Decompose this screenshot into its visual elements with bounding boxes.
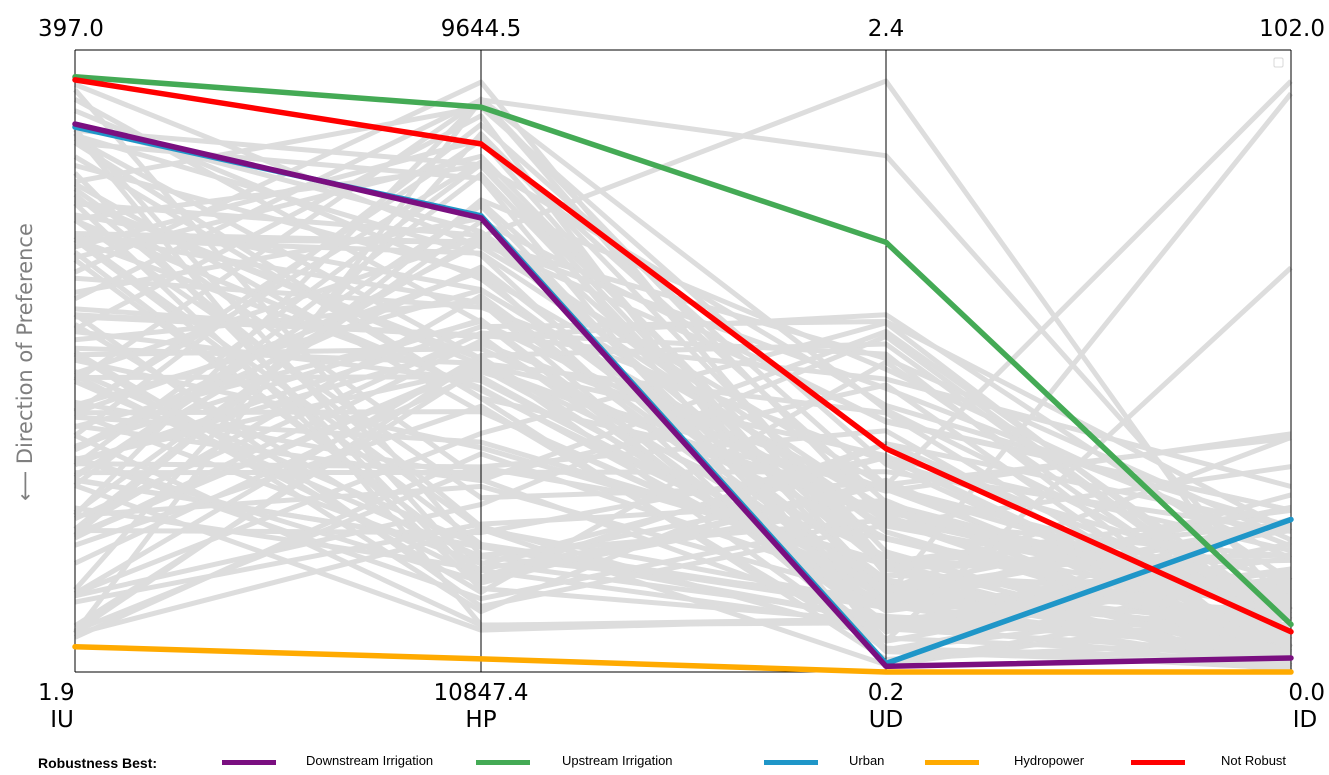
- top-tick-iu: 397.0: [38, 16, 104, 42]
- legend-swatch: [476, 760, 530, 765]
- background-solution-line: [73, 97, 1293, 612]
- series-line-not-robust: [72, 77, 1294, 635]
- background-solution-line: [74, 78, 1294, 649]
- background-solution-line: [73, 91, 1293, 600]
- axis-name-iu: IU: [50, 707, 74, 733]
- axis-name-ud: UD: [869, 707, 904, 733]
- background-solution-line: [73, 451, 1292, 640]
- corner-checkbox-icon: [1273, 57, 1284, 68]
- axis-name-hp: HP: [465, 707, 496, 733]
- background-solution-line: [74, 403, 1292, 671]
- legend-label: Upstream Irrigation: [562, 753, 673, 768]
- background-solution-line: [73, 97, 1292, 663]
- background-solution-line: [73, 159, 1293, 644]
- series-line-downstream-irrigation: [72, 121, 1294, 670]
- legend-label: Downstream Irrigation: [306, 753, 434, 768]
- axis-name-id: ID: [1293, 707, 1318, 733]
- legend-swatch: [222, 760, 276, 765]
- background-solution-line: [74, 137, 1292, 635]
- top-tick-id: 102.0: [1259, 16, 1325, 42]
- background-solution-line: [73, 186, 1292, 636]
- top-tick-hp: 9644.5: [441, 16, 521, 42]
- legend: Robustness Best: Downstream Irrigation Up…: [0, 748, 1329, 772]
- legend-label: Hydropower: [1014, 753, 1085, 768]
- bottom-tick-iu: 1.9: [38, 680, 75, 706]
- background-solution-line: [73, 433, 1292, 651]
- background-solution-line: [74, 153, 1292, 622]
- bottom-tick-hp: 10847.4: [433, 680, 528, 706]
- highlighted-solutions: [72, 74, 1294, 675]
- axis-labels: 397.0 1.9IU 9644.5 10847.4HP 2.4 0.2UD 102.0 0.…: [38, 16, 1325, 733]
- top-tick-ud: 2.4: [868, 16, 905, 42]
- legend-title: Robustness Best:: [38, 755, 158, 771]
- background-solution-line: [73, 349, 1293, 642]
- background-solution-line: [73, 79, 1293, 488]
- background-solution-line: [74, 357, 1292, 568]
- bottom-tick-ud: 0.2: [868, 680, 905, 706]
- bottom-tick-id: 0.0: [1288, 680, 1325, 706]
- legend-label: Urban: [849, 753, 885, 768]
- y-axis-label: ⟵ Direction of Preference: [13, 223, 37, 501]
- background-solution-line: [73, 197, 1293, 561]
- series-line-upstream-irrigation: [72, 74, 1294, 628]
- series-line-hydropower: [72, 643, 1294, 675]
- legend-swatch: [925, 760, 979, 765]
- legend-label: Not Robust: [1221, 753, 1287, 768]
- legend-swatch: [764, 760, 818, 765]
- background-solutions: [73, 78, 1294, 675]
- legend-swatch: [1131, 760, 1185, 765]
